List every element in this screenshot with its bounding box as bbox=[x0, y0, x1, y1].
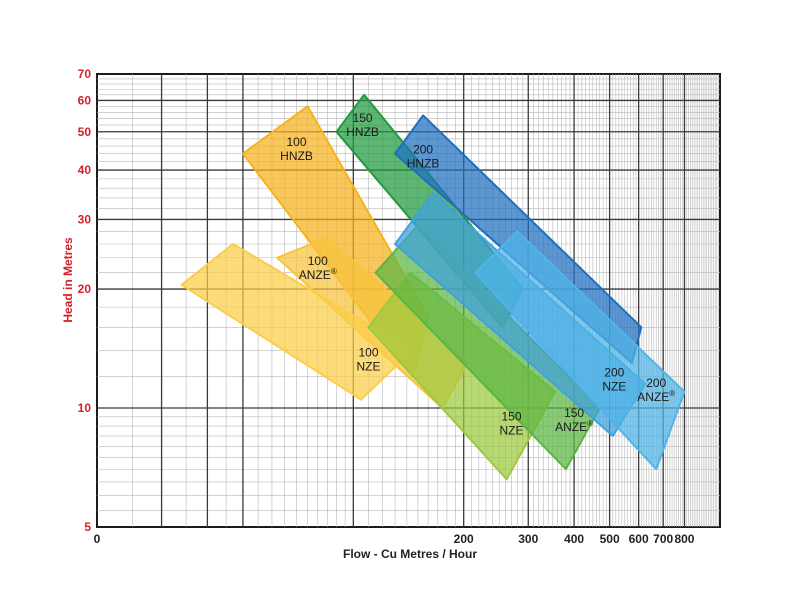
band-label-200-anze: 200 ANZE® bbox=[637, 376, 675, 404]
label-layer: 100 HNZB 150 HNZB 200 HNZB 100 ANZE® 100 NZE 150 NZ… bbox=[280, 111, 675, 438]
x-axis-title: Flow - Cu Metres / Hour bbox=[343, 547, 477, 561]
band-label-200-nze: 200 NZE bbox=[602, 366, 626, 394]
band-label-150-anze: 150 ANZE® bbox=[555, 406, 593, 434]
y-tick-label: 20 bbox=[78, 282, 92, 296]
band-layer bbox=[180, 93, 686, 481]
x-tick-label: 300 bbox=[518, 532, 538, 546]
y-tick-label: 50 bbox=[78, 125, 92, 139]
band-200-anze bbox=[474, 230, 686, 471]
y-tick-label: 70 bbox=[78, 67, 92, 81]
y-tick-label: 40 bbox=[78, 163, 92, 177]
x-tick-label: 500 bbox=[600, 532, 620, 546]
y-tick-label: 30 bbox=[78, 212, 92, 226]
x-tick-label: 0 bbox=[94, 532, 101, 546]
band-label-200-hnzb: 200 HNZB bbox=[407, 143, 440, 171]
band-label-150-hnzb: 150 HNZB bbox=[346, 111, 379, 139]
band-label-150-nze: 150 NZE bbox=[499, 409, 523, 437]
x-tick-label: 400 bbox=[564, 532, 584, 546]
y-tick-label: 10 bbox=[78, 401, 92, 415]
band-label-100-hnzb: 100 HNZB bbox=[280, 135, 313, 163]
band-label-100-nze: 100 NZE bbox=[356, 346, 380, 374]
y-tick-label: 5 bbox=[84, 520, 91, 534]
y-axis-title: Head in Metres bbox=[61, 237, 75, 323]
y-tick-label: 60 bbox=[78, 93, 92, 107]
x-tick-label: 800 bbox=[674, 532, 694, 546]
x-tick-label: 700 bbox=[653, 532, 673, 546]
x-tick-label: 200 bbox=[454, 532, 474, 546]
x-tick-label: 600 bbox=[629, 532, 649, 546]
band-label-100-anze: 100 ANZE® bbox=[299, 254, 337, 282]
